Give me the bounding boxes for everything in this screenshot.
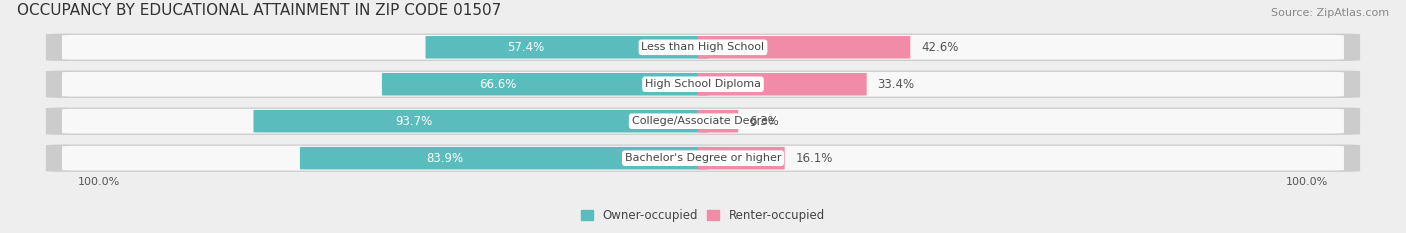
FancyBboxPatch shape — [62, 146, 1344, 171]
FancyBboxPatch shape — [46, 108, 1360, 135]
Text: 57.4%: 57.4% — [508, 41, 544, 54]
FancyBboxPatch shape — [62, 109, 1344, 134]
Text: Less than High School: Less than High School — [641, 42, 765, 52]
FancyBboxPatch shape — [426, 36, 709, 58]
Legend: Owner-occupied, Renter-occupied: Owner-occupied, Renter-occupied — [576, 204, 830, 226]
FancyBboxPatch shape — [697, 147, 785, 169]
FancyBboxPatch shape — [62, 72, 1344, 97]
Text: OCCUPANCY BY EDUCATIONAL ATTAINMENT IN ZIP CODE 01507: OCCUPANCY BY EDUCATIONAL ATTAINMENT IN Z… — [17, 3, 501, 18]
Text: 66.6%: 66.6% — [479, 78, 516, 91]
Text: Bachelor's Degree or higher: Bachelor's Degree or higher — [624, 153, 782, 163]
Text: 16.1%: 16.1% — [796, 152, 832, 165]
Text: 83.9%: 83.9% — [426, 152, 463, 165]
FancyBboxPatch shape — [697, 73, 866, 96]
Text: Source: ZipAtlas.com: Source: ZipAtlas.com — [1271, 8, 1389, 18]
Text: 6.3%: 6.3% — [749, 115, 779, 128]
FancyBboxPatch shape — [253, 110, 709, 133]
FancyBboxPatch shape — [382, 73, 709, 96]
Text: 100.0%: 100.0% — [79, 177, 121, 187]
Text: 100.0%: 100.0% — [1285, 177, 1327, 187]
FancyBboxPatch shape — [46, 34, 1360, 61]
FancyBboxPatch shape — [46, 144, 1360, 172]
FancyBboxPatch shape — [299, 147, 709, 169]
FancyBboxPatch shape — [697, 36, 910, 58]
FancyBboxPatch shape — [46, 71, 1360, 98]
Text: 42.6%: 42.6% — [921, 41, 959, 54]
FancyBboxPatch shape — [62, 35, 1344, 60]
FancyBboxPatch shape — [697, 110, 738, 133]
Text: 93.7%: 93.7% — [395, 115, 433, 128]
Text: High School Diploma: High School Diploma — [645, 79, 761, 89]
Text: College/Associate Degree: College/Associate Degree — [631, 116, 775, 126]
Text: 33.4%: 33.4% — [877, 78, 914, 91]
